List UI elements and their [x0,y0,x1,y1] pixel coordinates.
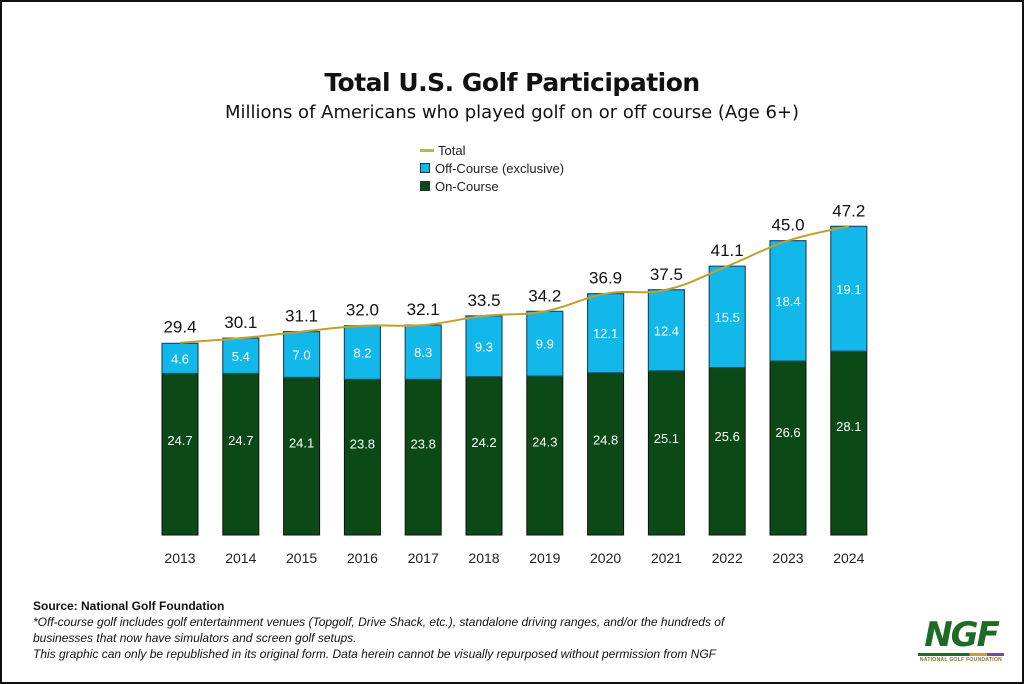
label-on-course: 24.7 [228,433,253,448]
label-off-course: 4.6 [171,351,189,366]
legend-line-swatch [420,148,434,152]
x-tick-label: 2020 [590,550,621,566]
legend-item-total: Total [420,141,564,159]
bar-on-course [830,350,868,536]
x-tick-label: 2016 [347,550,378,566]
legend-swatch-off-course [420,163,430,173]
bar-on-course [465,376,503,536]
disclaimer-text: This graphic can only be republished in … [33,647,716,661]
bar-on-course [587,372,625,536]
label-total: 29.4 [163,318,196,337]
x-tick-label: 2018 [468,550,499,566]
bar-off-course [647,289,686,372]
bar-on-course [769,360,807,536]
legend-item-off-course: Off-Course (exclusive) [420,159,564,177]
bar-on-course [222,372,260,536]
bar-on-course [161,372,199,536]
bar-off-course [830,225,868,352]
label-total: 32.0 [346,301,379,320]
x-tick-label: 2013 [164,550,195,566]
legend-label-total: Total [438,142,466,158]
label-off-course: 9.9 [536,337,554,352]
label-off-course: 8.3 [414,345,432,360]
label-off-course: 9.3 [475,339,493,354]
footnote-line-1: *Off-course golf includes golf entertain… [33,615,725,629]
bar-on-course [647,370,685,536]
x-tick-label: 2019 [529,550,560,566]
label-total: 41.1 [711,241,744,260]
total-line [179,225,850,344]
logo-subtext: NATIONAL GOLF FOUNDATION [919,657,1003,663]
label-off-course: 12.1 [593,326,618,341]
label-off-course: 8.2 [353,346,371,361]
bar-off-course [404,324,442,380]
label-on-course: 24.2 [471,435,496,450]
bar-on-course [526,375,564,536]
label-on-course: 24.3 [532,434,557,449]
label-total: 34.2 [528,286,561,305]
x-tick-label: 2023 [772,550,803,566]
label-off-course: 18.4 [775,294,800,309]
footnote-line-2: businesses that now have simulators and … [33,631,357,645]
label-total: 30.1 [224,313,257,332]
bar-on-course [283,376,321,536]
label-on-course: 24.7 [167,433,192,448]
label-total: 47.2 [832,201,865,220]
label-on-course: 24.1 [289,435,314,450]
x-tick-label: 2017 [408,550,439,566]
label-on-course: 25.1 [654,431,679,446]
label-on-course: 23.8 [350,436,375,451]
bar-off-course [283,331,321,378]
logo-text: NGF [924,615,1000,655]
bar-on-course [708,367,746,536]
x-tick-label: 2022 [712,550,743,566]
legend-swatch-on-course [420,181,430,191]
bar-off-course [586,293,625,374]
bar-on-course [404,378,442,536]
label-off-course: 15.5 [715,310,740,325]
ngf-logo: NGF NATIONAL GOLF FOUNDATION [914,618,1008,663]
label-total: 36.9 [589,269,622,288]
label-off-course: 5.4 [232,349,250,364]
label-off-course: 19.1 [836,282,861,297]
label-total: 31.1 [285,307,318,326]
legend: Total Off-Course (exclusive) On-Course [420,141,564,195]
bar-off-course [465,315,503,378]
source-text: Source: National Golf Foundation [33,599,225,613]
x-tick-label: 2024 [833,550,864,566]
label-total: 33.5 [467,291,500,310]
logo-stripe [918,653,1004,656]
bar-off-course [769,240,807,362]
label-on-course: 23.8 [411,436,436,451]
label-on-course: 28.1 [836,419,861,434]
label-on-course: 24.8 [593,432,618,447]
bar-off-course [343,325,381,380]
label-total: 32.1 [407,300,440,319]
legend-label-off-course: Off-Course (exclusive) [435,160,565,176]
chart-subtitle: Millions of Americans who played golf on… [225,102,799,123]
x-tick-label: 2021 [651,550,682,566]
bar-off-course [161,342,199,375]
bar-on-course [343,378,381,536]
legend-item-on-course: On-Course [420,177,564,195]
footer: Source: National Golf Foundation *Off-co… [33,598,724,662]
legend-label-on-course: On-Course [435,178,499,194]
label-on-course: 25.6 [715,429,740,444]
chart-title: Total U.S. Golf Participation [324,68,700,97]
x-tick-label: 2015 [286,550,317,566]
label-on-course: 26.6 [775,425,800,440]
label-total: 37.5 [650,265,683,284]
x-tick-label: 2014 [225,550,256,566]
label-total: 45.0 [771,216,804,235]
label-off-course: 12.4 [654,323,679,338]
label-off-course: 7.0 [293,347,311,362]
